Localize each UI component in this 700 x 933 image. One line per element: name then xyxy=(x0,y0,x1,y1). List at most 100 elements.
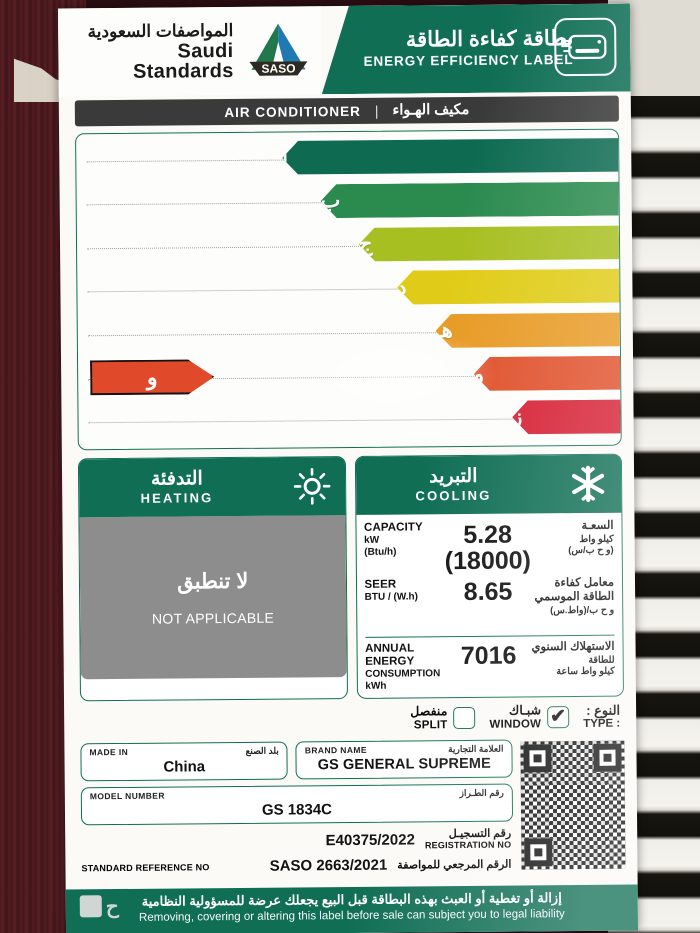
type-option-label: منفصل SPLIT xyxy=(410,703,448,732)
unit-type-selector: النوع : TYPE : ✔ شبـاك WINDOW منفصل SPLIT xyxy=(80,701,624,738)
grade-row-g: ز xyxy=(78,396,620,444)
qr-code[interactable] xyxy=(520,740,626,870)
energy-efficiency-label: المواصفات السعودية Saudi Standards SASO … xyxy=(57,3,639,933)
label-header: المواصفات السعودية Saudi Standards SASO … xyxy=(57,4,631,97)
spec-value-secondary: (18000) xyxy=(444,546,532,576)
checkbox-split[interactable] xyxy=(453,706,476,730)
type-option-english: WINDOW xyxy=(489,717,542,731)
unit-type-label-arabic: النوع : xyxy=(586,702,621,718)
grade-row-a: أ xyxy=(76,135,618,183)
made-in-caption-english: MADE IN xyxy=(89,746,129,758)
cooling-titles: التبريد COOLING xyxy=(355,466,555,503)
energy-label-titles: بطاقة كفاءة الطاقة ENERGY EFFICIENCY LAB… xyxy=(363,28,573,69)
spec-value: 5.28 (18000) xyxy=(444,520,532,576)
grade-bar-c: ج xyxy=(359,225,619,261)
type-option-arabic: شبـاك xyxy=(508,703,542,718)
heating-panel: التدفئة HEATING لا ت xyxy=(77,456,348,702)
spec-label-line2: BTU / (W.h) xyxy=(364,591,418,603)
product-type-bar: AIR CONDITIONER | مكيف الهـواء xyxy=(74,95,619,127)
cooling-header: التبريد COOLING xyxy=(355,454,622,515)
product-info-section: MADE IN بلد الصنع China BRAND NAME العلا… xyxy=(80,739,626,877)
model-caption-english: MODEL NUMBER xyxy=(89,790,165,802)
made-in-captions: MADE IN بلد الصنع xyxy=(89,746,278,759)
spec-value-primary: 5.28 xyxy=(463,520,513,549)
air-conditioner-icon xyxy=(554,18,617,77)
spec-value-primary: 8.65 xyxy=(463,577,513,606)
spec-label-english: CAPACITY kW (Btu/h) xyxy=(364,521,445,558)
checkbox-window[interactable]: ✔ xyxy=(547,706,570,729)
grade-bar-a: أ xyxy=(282,138,618,175)
watermark-badge: ح xyxy=(79,893,164,920)
unit-type-label: النوع : TYPE : xyxy=(583,702,621,730)
unit-type-options: ✔ شبـاك WINDOW منفصل SPLIT xyxy=(410,703,570,732)
spec-label-ar-line1: معامل كفاءة الطاقة الموسمي xyxy=(534,576,615,604)
grade-rows: أ ب ج د هـ و و ز xyxy=(76,135,621,445)
spec-value: 7016 xyxy=(447,641,530,670)
standard-value: SASO 2663/2021 xyxy=(269,857,388,876)
grade-bar-e: هـ xyxy=(435,312,620,348)
type-option-split[interactable]: منفصل SPLIT xyxy=(410,703,476,732)
performance-panels: التدفئة HEATING لا ت xyxy=(77,453,624,702)
spec-label-ar-line2: كيلو واط xyxy=(579,533,614,545)
brand-value: GS GENERAL SUPREME xyxy=(317,755,491,774)
grade-bar-f: و xyxy=(474,356,621,391)
made-in-field: MADE IN بلد الصنع China xyxy=(80,741,289,782)
heating-title-arabic: التدفئة xyxy=(150,468,203,490)
type-option-window[interactable]: ✔ شبـاك WINDOW xyxy=(489,703,570,731)
product-type-arabic: مكيف الهـواء xyxy=(392,101,470,119)
svg-text:SASO: SASO xyxy=(262,61,296,75)
brand-name-field: BRAND NAME العلامة التجارية GS GENERAL S… xyxy=(295,739,513,780)
registration-caption-english: REGISTRATION NO xyxy=(424,839,512,851)
energy-label-arabic: بطاقة كفاءة الطاقة xyxy=(405,27,574,52)
energy-label-banner: بطاقة كفاءة الطاقة ENERGY EFFICIENCY LAB… xyxy=(321,4,631,95)
watermark-glyph: ح xyxy=(105,895,119,918)
heating-titles: التدفئة HEATING xyxy=(79,468,279,506)
registration-value: E40375/2022 xyxy=(325,831,415,849)
spec-label-line1: ANNUAL ENERGY xyxy=(365,642,415,668)
saso-branding: المواصفات السعودية Saudi Standards SASO xyxy=(57,6,322,97)
spec-label-ar-line2: للطاقة xyxy=(588,654,615,666)
made-in-caption-arabic: بلد الصنع xyxy=(245,745,279,756)
spec-label-line2: CONSUMPTION xyxy=(365,668,441,681)
heating-value-english: NOT APPLICABLE xyxy=(151,609,275,627)
spec-label-line3: (Btu/h) xyxy=(364,546,397,558)
grade-row-b: ب xyxy=(76,178,618,226)
heating-value-arabic: لا تنطبق xyxy=(177,569,249,593)
saso-name-block: المواصفات السعودية Saudi Standards xyxy=(76,20,234,82)
model-value: GS 1834C xyxy=(261,801,333,819)
saso-name-arabic: المواصفات السعودية xyxy=(87,20,234,41)
registration-caption-arabic: رقم التسجيـل xyxy=(448,827,512,841)
spec-label-line2: kW xyxy=(364,534,380,546)
registration-captions: رقم التسجيـل REGISTRATION NO xyxy=(425,828,512,851)
spec-label-arabic: الاستهلاك السنوي للطاقة كيلو واط ساعة xyxy=(530,641,615,678)
cooling-spec-row: CAPACITY kW (Btu/h) 5.28 (18000) السعـة كيلو و… xyxy=(364,520,614,575)
type-option-english: SPLIT xyxy=(413,718,448,731)
spec-label-line1: SEER xyxy=(364,578,397,591)
standard-caption-english: STANDARD REFERENCE NO xyxy=(81,862,210,874)
standard-caption-arabic: الرقم المرجعي للمواصفة xyxy=(397,858,512,872)
snowflake-icon xyxy=(554,454,622,514)
type-option-arabic: منفصل xyxy=(410,703,448,719)
spec-label-arabic: السعـة كيلو واط (و ح ب/س) xyxy=(531,520,614,557)
heating-value-area: لا تنطبق NOT APPLICABLE xyxy=(79,515,347,680)
unit-type-label-english: TYPE : xyxy=(583,717,621,730)
registration-row: E40375/2022 رقم التسجيـل REGISTRATION NO xyxy=(81,828,513,854)
product-type-separator: | xyxy=(374,102,379,119)
spec-label-ar-line3: كيلو واط ساعة xyxy=(556,665,615,678)
cooling-specs: CAPACITY kW (Btu/h) 5.28 (18000) السعـة كيلو و… xyxy=(356,513,623,698)
spec-label-english: SEER BTU / (W.h) xyxy=(364,578,447,603)
grade-bar-b: ب xyxy=(320,182,618,219)
efficiency-rating-scale: أ ب ج د هـ و و ز xyxy=(75,128,622,451)
brand-caption-english: BRAND NAME xyxy=(304,744,367,756)
cooling-title-arabic: التبريد xyxy=(429,466,478,488)
cooling-spec-row: ANNUAL ENERGY CONSUMPTION kWh 7016 الاستهلاك… xyxy=(364,634,615,692)
model-number-field: MODEL NUMBER رقم الطـراز GS 1834C xyxy=(80,783,514,826)
qr-finder-top-left xyxy=(523,744,552,773)
spec-label-ar-line2: و ح ب/(واط.س) xyxy=(550,604,615,616)
spec-label-line3: kWh xyxy=(365,680,387,692)
grade-row-c: ج xyxy=(77,222,619,270)
qr-finder-bottom-left xyxy=(524,838,553,867)
model-caption-arabic: رقم الطـراز xyxy=(459,787,504,799)
product-type-english: AIR CONDITIONER xyxy=(224,103,361,120)
